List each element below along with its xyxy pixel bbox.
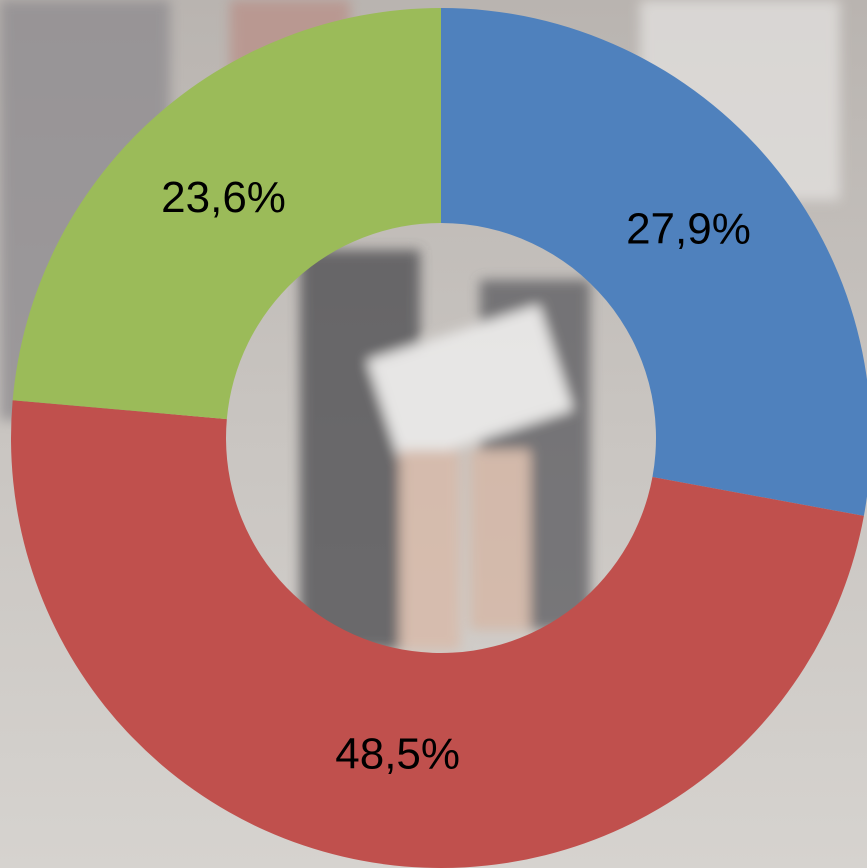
- donut-segment: [441, 8, 867, 516]
- data-label: 48,5%: [335, 730, 460, 779]
- donut: 27,9% 48,5% 23,6%: [11, 8, 867, 868]
- donut-segment: [12, 8, 442, 420]
- data-label: 23,6%: [161, 173, 286, 222]
- donut-segment: [11, 400, 864, 868]
- data-label: 27,9%: [626, 205, 751, 254]
